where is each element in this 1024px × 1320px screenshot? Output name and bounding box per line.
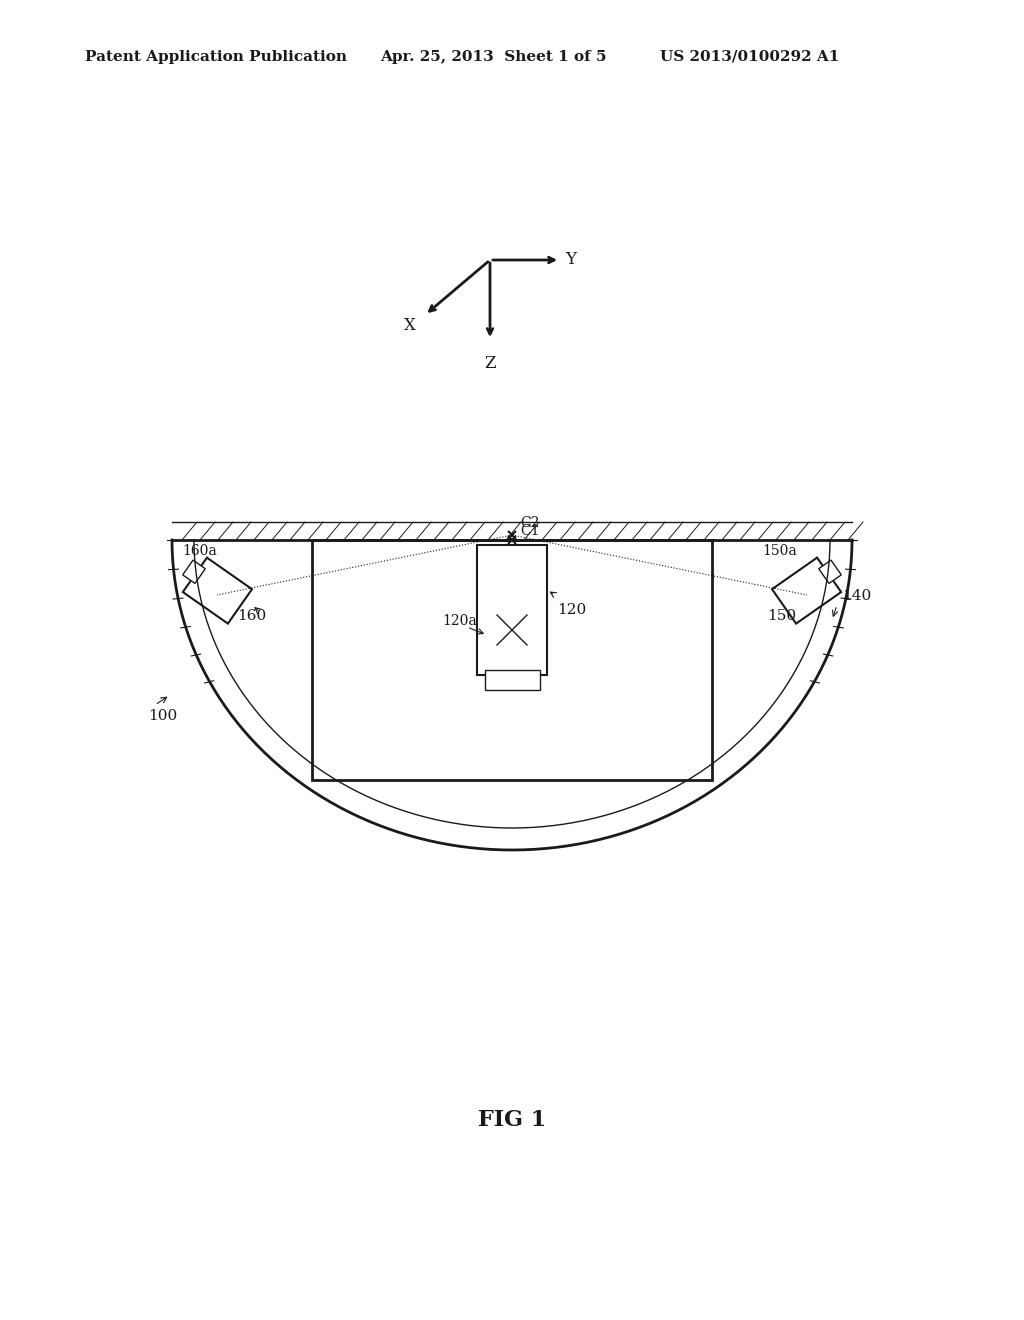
Text: Patent Application Publication: Patent Application Publication (85, 50, 347, 63)
Text: Z: Z (484, 355, 496, 372)
Text: US 2013/0100292 A1: US 2013/0100292 A1 (660, 50, 840, 63)
Text: 100: 100 (148, 709, 177, 723)
Text: C1: C1 (520, 524, 540, 539)
Text: Apr. 25, 2013  Sheet 1 of 5: Apr. 25, 2013 Sheet 1 of 5 (380, 50, 606, 63)
Text: FIG 1: FIG 1 (478, 1109, 546, 1131)
Bar (772, 557, 841, 623)
Text: 160a: 160a (182, 544, 217, 558)
Text: 120a: 120a (442, 614, 477, 628)
Bar (183, 557, 252, 623)
Text: 150: 150 (767, 609, 796, 623)
Text: C2: C2 (520, 516, 540, 531)
Text: 150a: 150a (762, 544, 797, 558)
Bar (819, 560, 842, 583)
Text: Y: Y (565, 252, 575, 268)
Bar (484, 671, 540, 690)
Bar (182, 560, 205, 583)
Text: 160: 160 (237, 609, 266, 623)
Bar (477, 545, 547, 675)
Bar (312, 540, 712, 780)
Text: 140: 140 (842, 589, 871, 603)
Text: X: X (404, 317, 416, 334)
Text: 120: 120 (557, 603, 587, 616)
